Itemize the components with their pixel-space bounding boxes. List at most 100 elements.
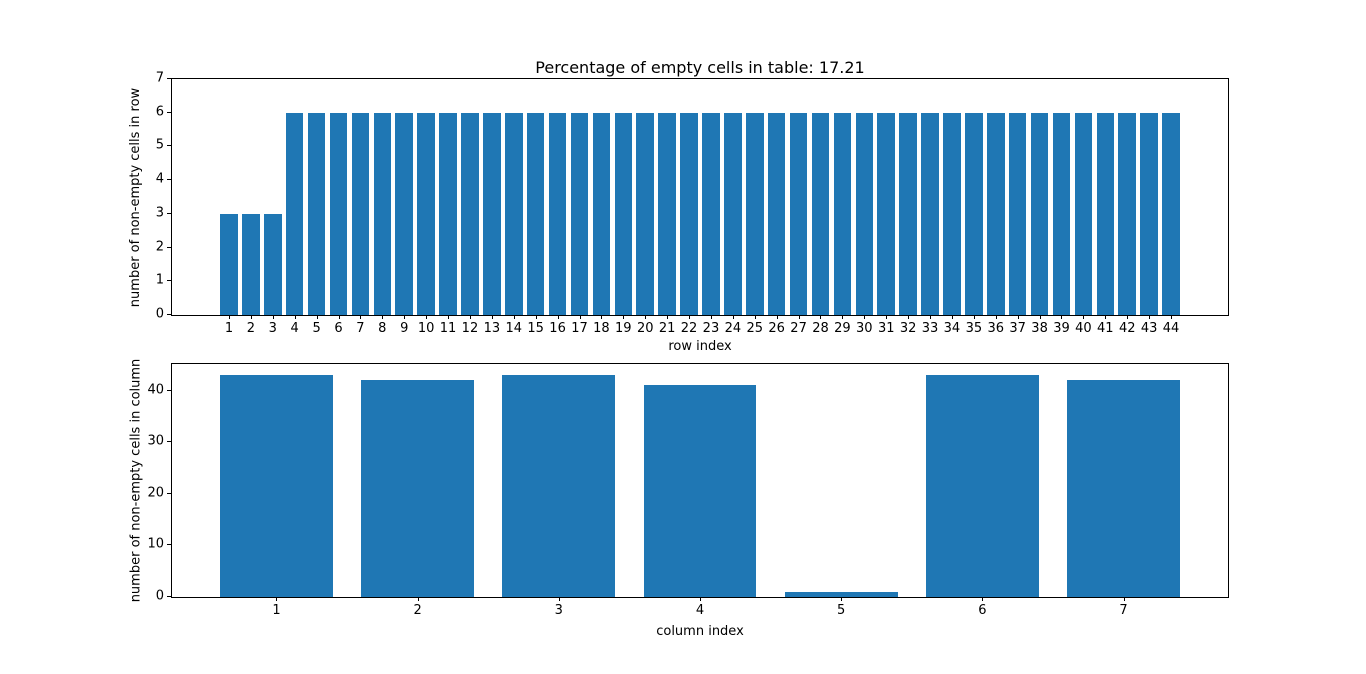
x-tick-mark — [557, 315, 559, 319]
x-tick-label: 16 — [549, 321, 566, 336]
bar — [1140, 112, 1158, 315]
bar — [526, 112, 545, 315]
y-tick-mark — [167, 441, 171, 443]
x-tick-label: 7 — [356, 321, 365, 336]
y-tick-label: 6 — [155, 104, 164, 120]
bar — [373, 112, 392, 315]
plot-area: 1 2 3 4 5 6 7 8 9 10 11 12 13 14 15 16 17 18 19 20 21 22 23 24 2… — [156, 71, 1229, 336]
x-tick-mark — [864, 315, 866, 319]
x-tick-label: 5 — [837, 603, 846, 618]
x-tick-mark — [469, 315, 471, 319]
y-tick-mark — [167, 314, 171, 315]
bar — [361, 380, 475, 597]
x-tick-mark — [951, 315, 953, 319]
x-tick-label: 3 — [268, 321, 277, 336]
bar — [1008, 112, 1027, 315]
y-tick-label: 1 — [155, 272, 164, 288]
x-tick-label: 5 — [312, 321, 321, 336]
x-tick-label: 24 — [724, 321, 742, 336]
x-tick-mark — [1149, 315, 1151, 319]
y-tick-mark — [167, 492, 171, 494]
bar — [899, 112, 917, 315]
y-tick-label: 0 — [155, 588, 164, 604]
bar — [264, 213, 282, 315]
x-tick-mark — [513, 315, 515, 319]
x-tick-label: 23 — [702, 321, 720, 336]
bar — [505, 112, 523, 315]
bar — [987, 112, 1005, 315]
y-tick-label: 0 — [155, 306, 164, 322]
x-tick-mark — [908, 315, 910, 319]
bar — [285, 112, 304, 315]
x-tick-mark — [1123, 597, 1125, 601]
x-tick-mark — [710, 315, 712, 319]
x-tick-mark — [228, 315, 230, 319]
x-tick-label: 19 — [615, 321, 632, 336]
x-tick-label: 25 — [746, 321, 764, 336]
bar — [658, 112, 676, 315]
bar — [1074, 112, 1093, 315]
x-tick-label: 39 — [1053, 321, 1070, 336]
x-tick-label: 21 — [658, 321, 676, 336]
x-tick-label: 18 — [593, 321, 610, 336]
x-tick-label: 42 — [1118, 321, 1136, 336]
x-tick-mark — [930, 315, 932, 319]
x-axis-label: column index — [656, 624, 744, 639]
x-tick-label: 1 — [272, 603, 281, 618]
bar — [746, 112, 764, 315]
x-tick-mark — [1171, 315, 1173, 319]
y-tick-mark — [167, 280, 171, 282]
x-tick-label: 3 — [554, 603, 563, 618]
x-tick-label: 31 — [877, 321, 895, 336]
bar — [943, 112, 961, 315]
y-tick-label: 20 — [147, 485, 164, 501]
x-tick-mark — [276, 597, 278, 601]
x-tick-label: 12 — [461, 321, 479, 336]
bar — [502, 375, 616, 597]
x-tick-mark — [689, 315, 691, 319]
bar — [417, 112, 435, 315]
x-tick-mark — [623, 315, 625, 319]
x-tick-mark — [886, 315, 888, 319]
x-tick-mark — [491, 315, 493, 319]
bar — [220, 213, 238, 315]
x-tick-label: 15 — [527, 321, 544, 336]
bar — [307, 112, 326, 315]
x-tick-mark — [1039, 315, 1041, 319]
bar — [1052, 112, 1071, 315]
x-tick-label: 6 — [334, 321, 343, 336]
y-tick-label: 7 — [155, 70, 164, 86]
bar — [811, 112, 830, 315]
x-tick-label: 9 — [400, 321, 409, 336]
bar — [439, 112, 457, 315]
x-tick-mark — [601, 315, 603, 319]
plot-area: 1 2 3 4 5 6 7 0 10 20 30 40 — [147, 363, 1229, 618]
bar — [1096, 112, 1115, 315]
x-tick-label: 10 — [417, 321, 435, 336]
y-tick-mark — [167, 145, 171, 147]
x-tick-label: 4 — [695, 603, 705, 618]
x-tick-mark — [667, 315, 669, 319]
bar — [877, 112, 895, 315]
x-tick-mark — [1061, 315, 1063, 319]
y-axis-label-wrap: number of non-empty cells in column — [126, 359, 146, 603]
bar — [351, 112, 370, 315]
y-axis-label: number of non-empty cells in column — [128, 358, 144, 603]
x-tick-mark — [448, 315, 450, 319]
y-tick-mark — [167, 212, 171, 214]
bar — [592, 112, 611, 315]
x-tick-label: 14 — [505, 321, 523, 336]
y-tick-mark — [167, 389, 171, 391]
x-tick-label: 26 — [768, 321, 785, 336]
x-tick-mark — [250, 315, 252, 319]
bar — [702, 112, 720, 315]
y-tick-mark — [167, 78, 171, 79]
chart-title: Percentage of empty cells in table: 17.2… — [535, 58, 865, 77]
y-tick-label: 40 — [147, 382, 164, 398]
x-tick-label: 44 — [1162, 321, 1180, 336]
bar — [1162, 112, 1180, 315]
x-tick-mark — [316, 315, 318, 319]
x-tick-label: 8 — [378, 321, 387, 336]
x-tick-label: 2 — [413, 603, 422, 618]
x-tick-label: 22 — [680, 321, 698, 336]
